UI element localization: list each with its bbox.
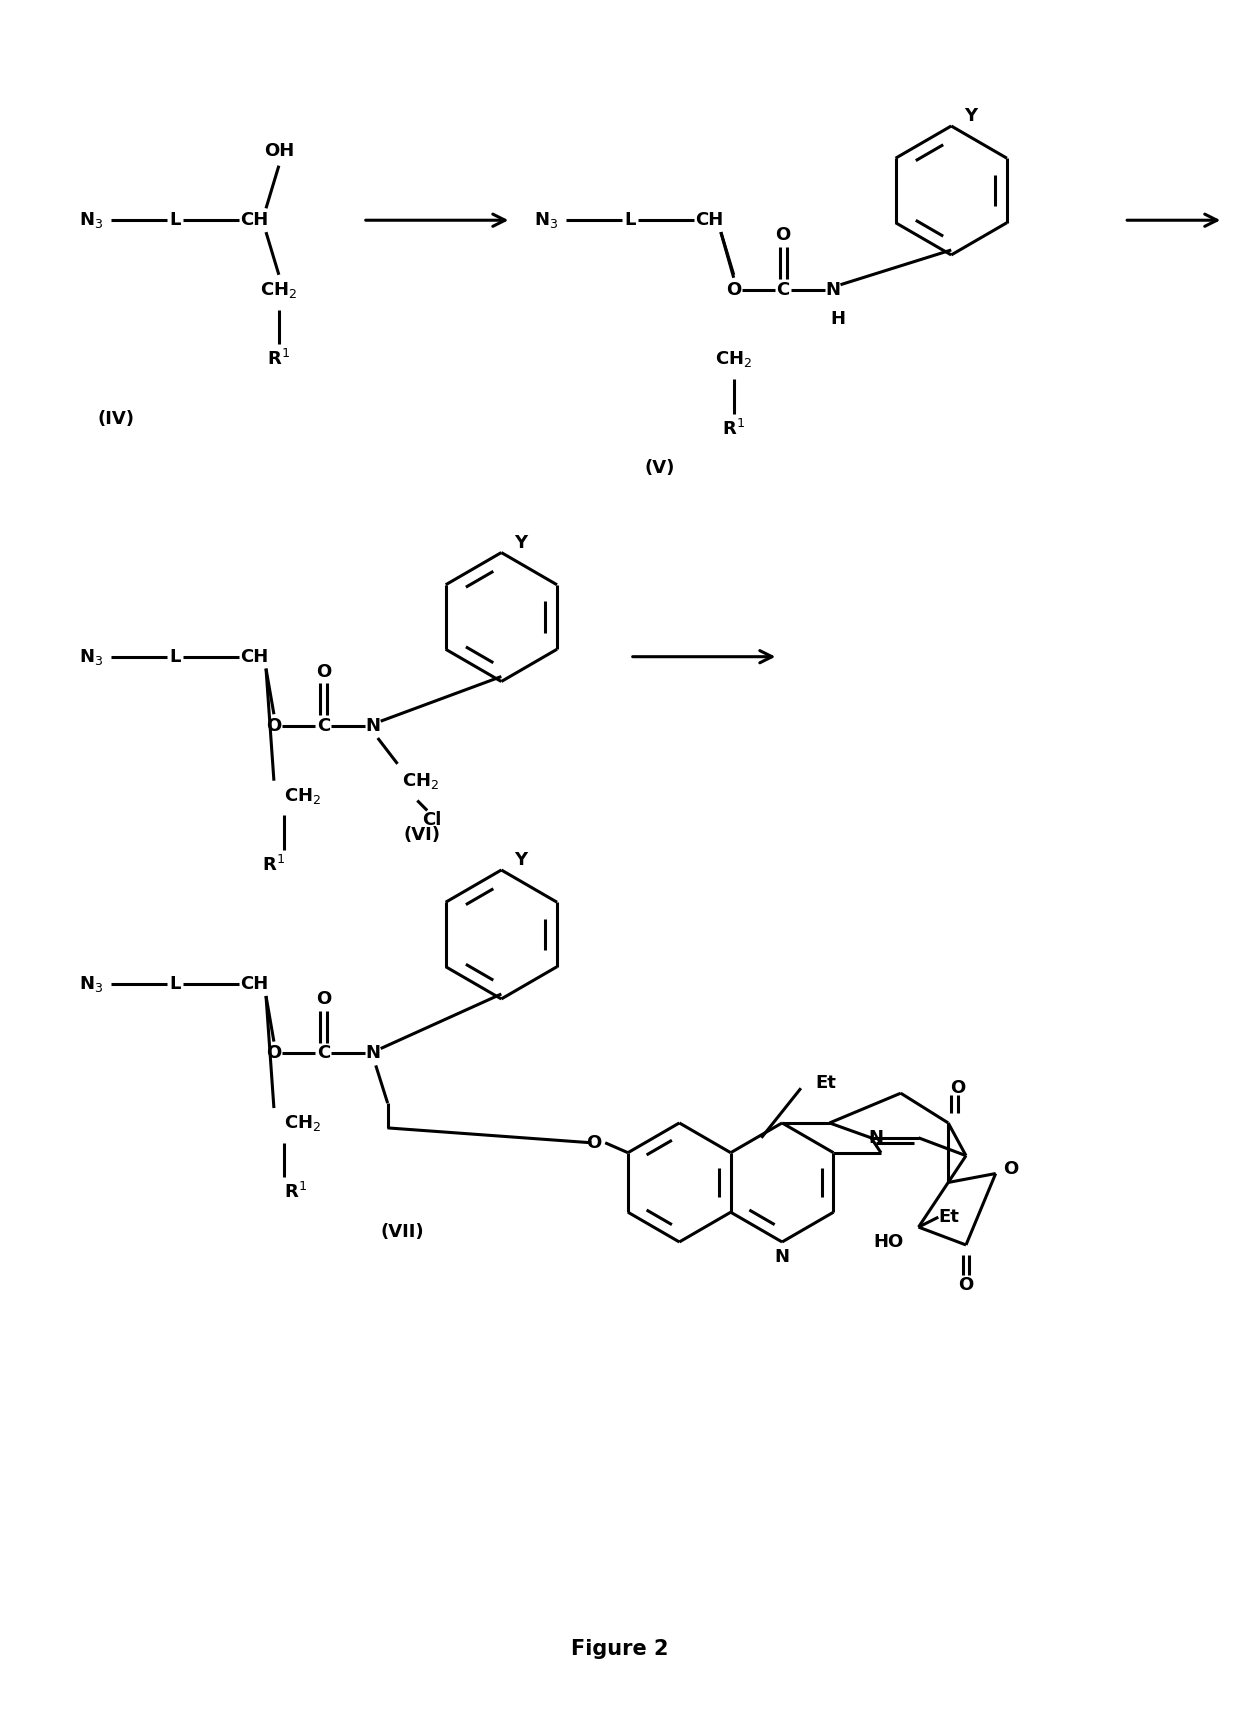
Text: L: L	[170, 647, 181, 666]
Text: Y: Y	[515, 852, 528, 869]
Text: R$^1$: R$^1$	[722, 418, 745, 439]
Text: R$^1$: R$^1$	[284, 1182, 306, 1202]
Text: O: O	[316, 663, 331, 680]
Text: OH: OH	[264, 142, 294, 160]
Text: N$_3$: N$_3$	[79, 210, 103, 231]
Text: C: C	[316, 1044, 330, 1062]
Text: O: O	[267, 717, 281, 736]
Text: Y: Y	[965, 108, 977, 125]
Text: CH: CH	[241, 212, 268, 229]
Text: N$_3$: N$_3$	[79, 973, 103, 994]
Text: H: H	[830, 311, 844, 328]
Text: (VII): (VII)	[381, 1223, 424, 1241]
Text: HO: HO	[874, 1234, 904, 1251]
Text: CH$_2$: CH$_2$	[284, 1112, 321, 1133]
Text: O: O	[1003, 1159, 1018, 1178]
Text: (VI): (VI)	[404, 826, 440, 845]
Text: O: O	[951, 1079, 966, 1097]
Text: N$_3$: N$_3$	[79, 647, 103, 666]
Text: Et: Et	[816, 1074, 837, 1093]
Text: (V): (V)	[645, 460, 675, 477]
Text: N: N	[775, 1247, 790, 1267]
Text: O: O	[727, 281, 742, 298]
Text: O: O	[267, 1044, 281, 1062]
Text: CH$_2$: CH$_2$	[284, 786, 321, 805]
Text: N: N	[868, 1129, 884, 1147]
Text: C: C	[776, 281, 790, 298]
Text: R$^1$: R$^1$	[263, 855, 285, 874]
Text: (IV): (IV)	[97, 409, 134, 427]
Text: Et: Et	[939, 1208, 960, 1227]
Text: O: O	[316, 991, 331, 1008]
Text: CH$_2$: CH$_2$	[403, 770, 440, 791]
Text: Y: Y	[515, 534, 528, 552]
Text: C: C	[316, 717, 330, 736]
Text: Cl: Cl	[423, 812, 441, 829]
Text: L: L	[170, 975, 181, 992]
Text: O: O	[585, 1133, 601, 1152]
Text: L: L	[624, 212, 636, 229]
Text: Figure 2: Figure 2	[572, 1638, 668, 1659]
Text: N$_3$: N$_3$	[533, 210, 558, 231]
Text: N: N	[825, 281, 839, 298]
Text: CH$_2$: CH$_2$	[260, 279, 298, 300]
Text: R$^1$: R$^1$	[268, 349, 290, 370]
Text: CH: CH	[241, 647, 268, 666]
Text: O: O	[959, 1275, 973, 1294]
Text: O: O	[775, 226, 791, 245]
Text: N: N	[366, 717, 381, 736]
Text: CH: CH	[694, 212, 723, 229]
Text: N: N	[366, 1044, 381, 1062]
Text: CH: CH	[241, 975, 268, 992]
Text: L: L	[170, 212, 181, 229]
Text: CH$_2$: CH$_2$	[715, 349, 753, 370]
